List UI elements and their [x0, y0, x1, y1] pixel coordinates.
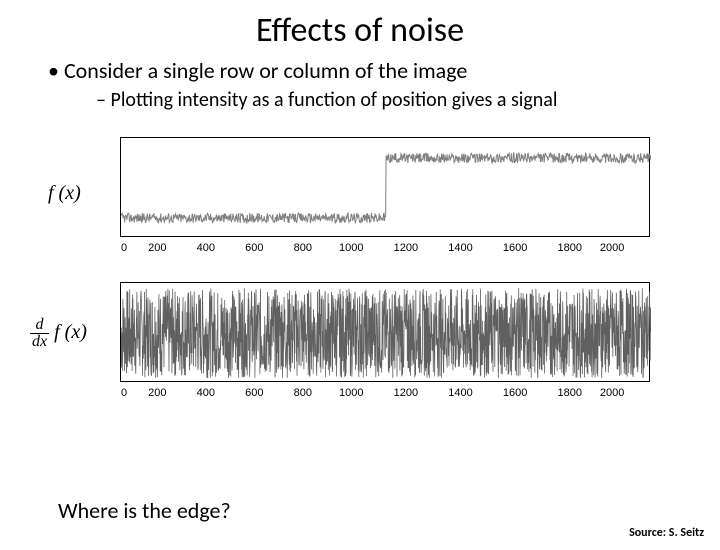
tick-label: 200	[148, 242, 166, 254]
tick-label: 1600	[503, 242, 527, 254]
plot-derivative-xticks: 0 200 400 600 800 1000 1200 1400 1600 1800 2000	[121, 387, 649, 399]
fx-part: f (x)	[54, 321, 87, 343]
fx-label-derivative: d dx f (x)	[30, 317, 87, 350]
tick-label: 400	[197, 387, 215, 399]
tick-label: 200	[148, 387, 166, 399]
tick-label: 1200	[394, 387, 418, 399]
source-credit: Source: S. Seitz	[629, 526, 704, 540]
fx-label-signal: f (x)	[48, 182, 81, 205]
tick-label: 600	[245, 242, 263, 254]
fraction-bot: dx	[30, 334, 49, 350]
tick-label: 800	[294, 387, 312, 399]
plot-signal: 0200400600800100012001400160018002000	[120, 137, 650, 237]
tick-label: 0	[121, 387, 127, 399]
plot-derivative: 0200400600800100012001400160018002000	[120, 282, 650, 382]
tick-label: 600	[245, 387, 263, 399]
tick-label: 1800	[558, 387, 582, 399]
tick-label: 1000	[339, 387, 363, 399]
tick-label: 1200	[394, 242, 418, 254]
tick-label: 400	[197, 242, 215, 254]
tick-label: 1800	[558, 242, 582, 254]
tick-label: 1400	[448, 387, 472, 399]
bottom-question: Where is the edge?	[58, 497, 231, 524]
plot-signal-svg	[121, 138, 651, 238]
tick-label: 0	[121, 242, 127, 254]
tick-label: 1400	[448, 242, 472, 254]
fraction-top: d	[30, 317, 49, 334]
tick-label: 1000	[339, 242, 363, 254]
tick-label: 1600	[503, 387, 527, 399]
figure-area: f (x) d dx f (x) 0 200 400 600 800 1000 1200 14…	[0, 132, 720, 442]
plot-signal-xticks: 0 200 400 600 800 1000 1200 1400 1600 1800 2000	[121, 242, 649, 254]
tick-label: 2000	[600, 387, 624, 399]
tick-label: 2000	[600, 242, 624, 254]
plot-derivative-svg	[121, 283, 651, 383]
bullet-level-1: Consider a single row or column of the i…	[48, 57, 720, 84]
tick-label: 800	[294, 242, 312, 254]
bullet-level-2: Plotting intensity as a function of posi…	[96, 88, 720, 112]
page-title: Effects of noise	[0, 10, 720, 51]
fraction-d-dx: d dx	[30, 317, 49, 350]
